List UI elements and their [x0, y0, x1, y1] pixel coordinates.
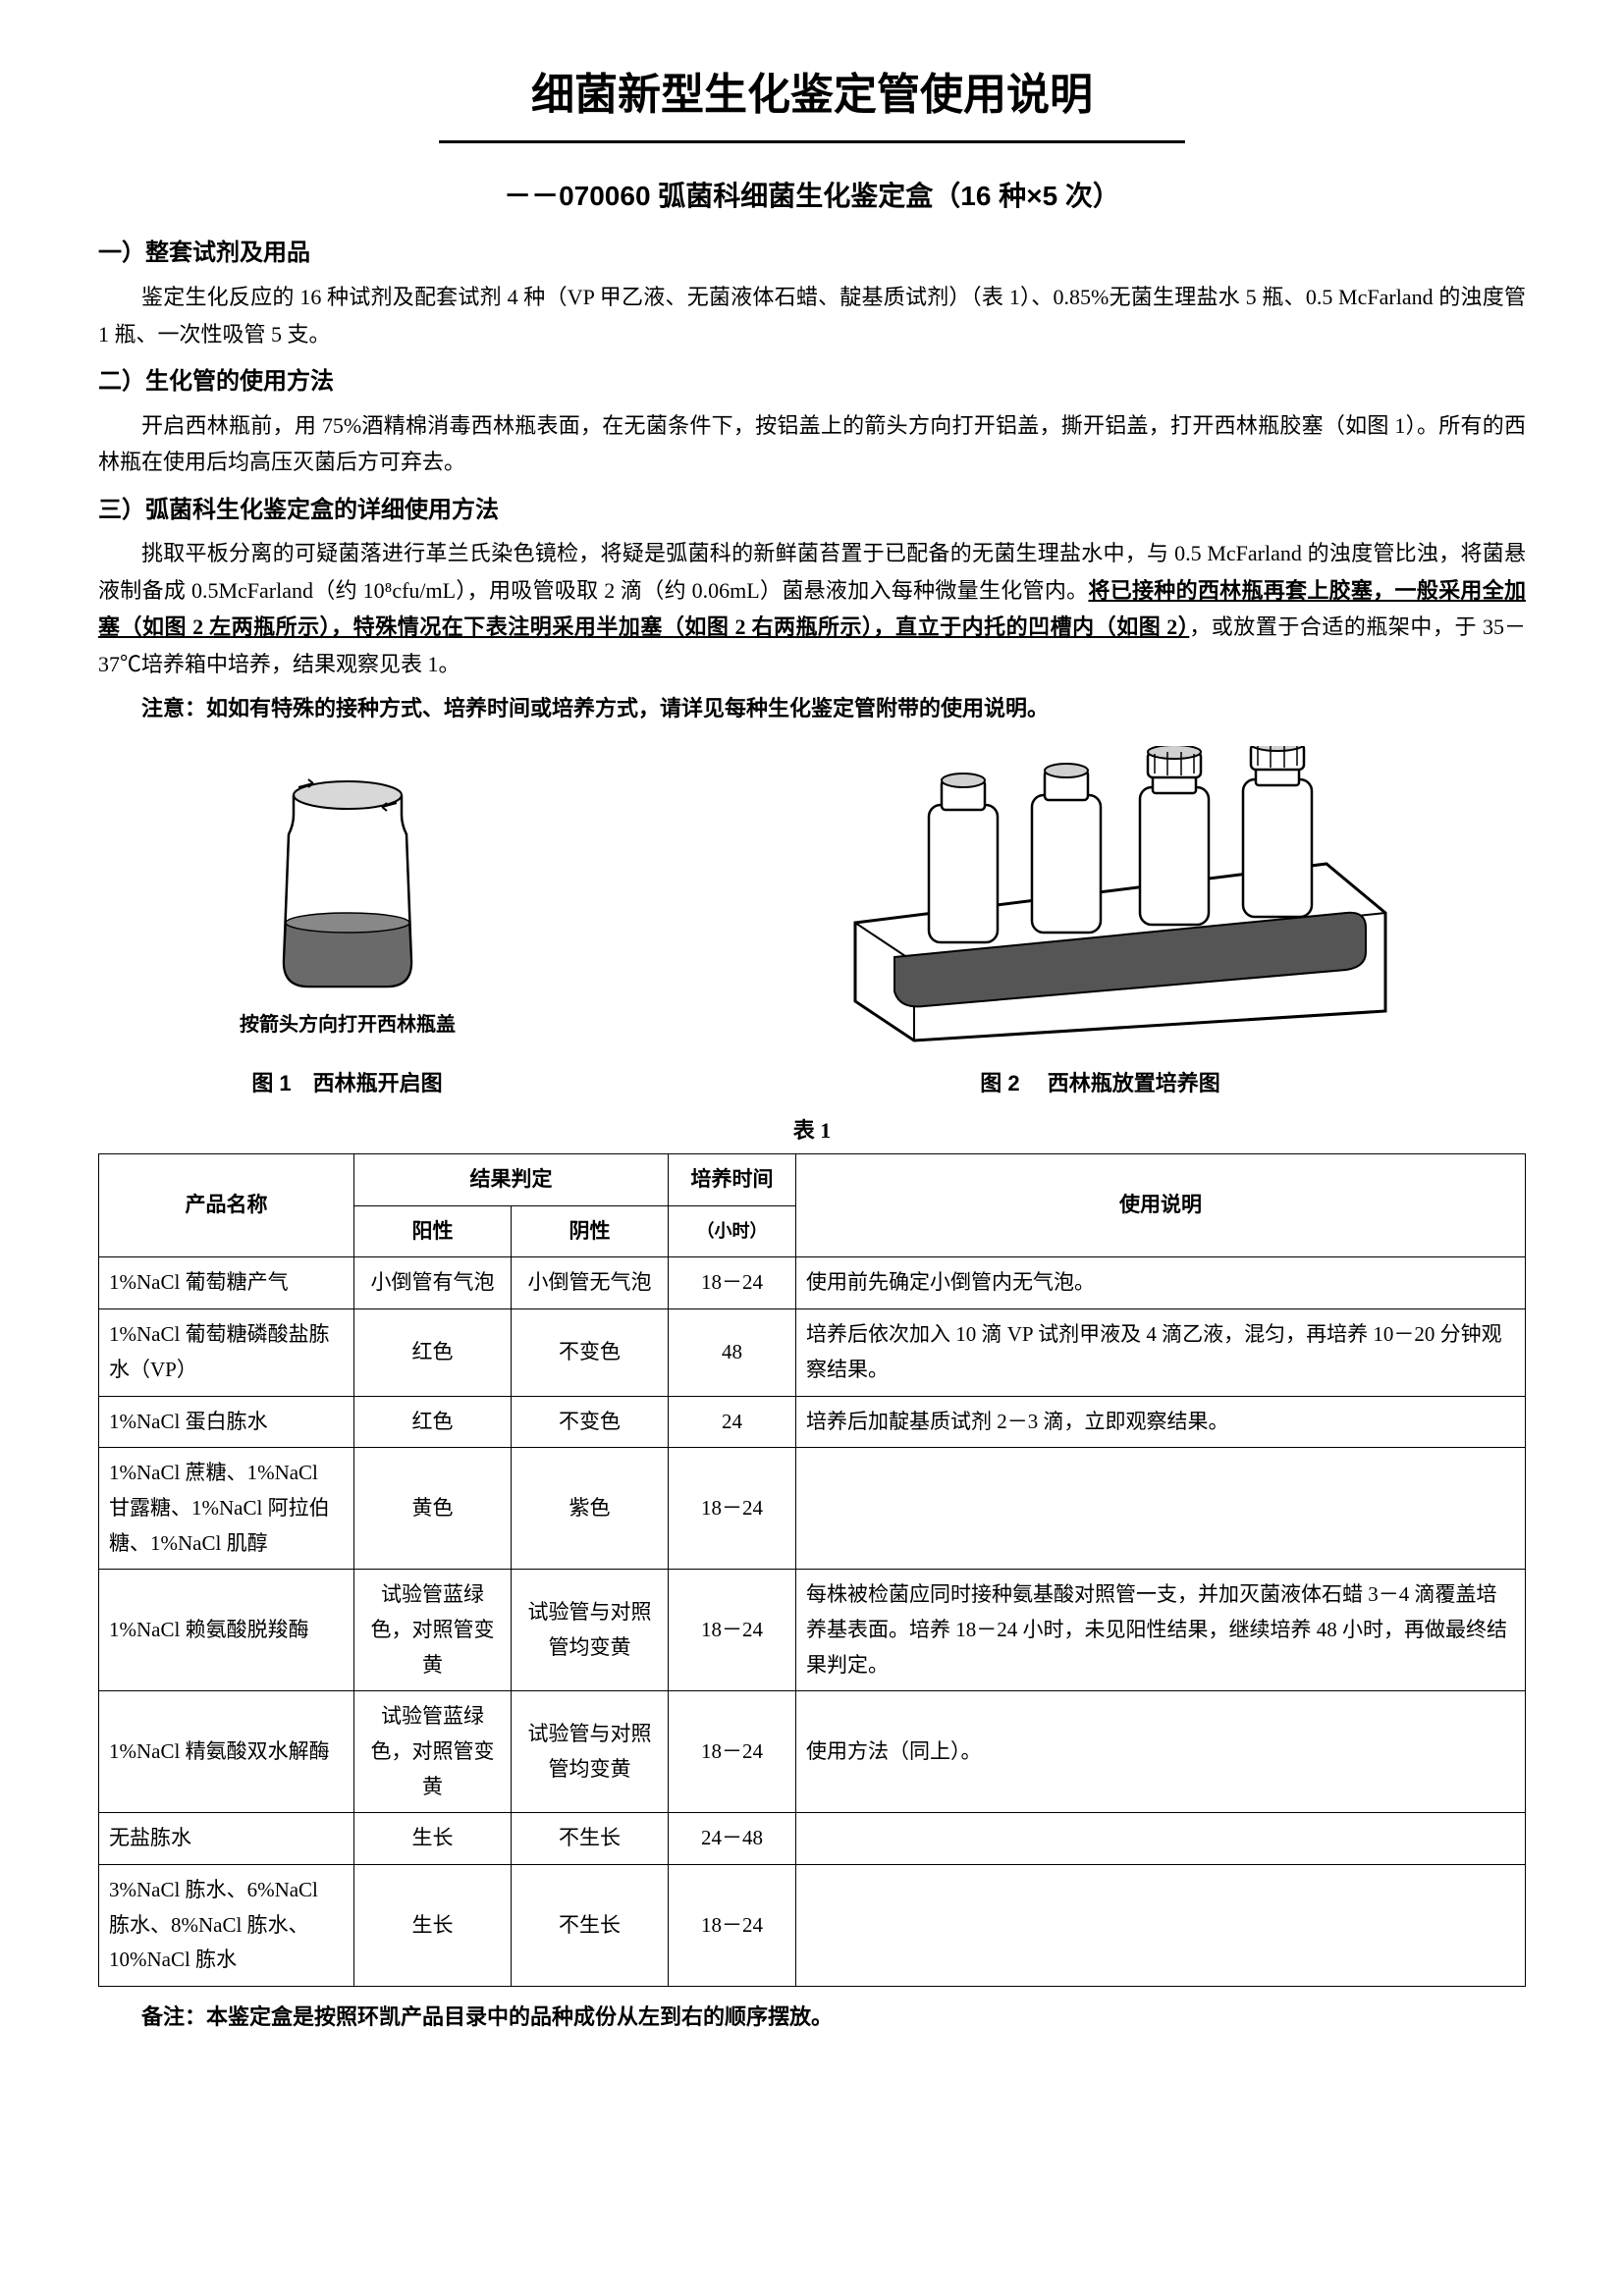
section2-heading: 二）生化管的使用方法 — [98, 362, 1526, 402]
bottle-label: 按箭头方向打开西林瓶盖 — [240, 1012, 456, 1036]
footnote: 备注：本鉴定盒是按照环凯产品目录中的品种成份从左到右的顺序摆放。 — [98, 1999, 1526, 2035]
cell-positive: 试验管蓝绿色，对照管变黄 — [354, 1570, 512, 1691]
table-row: 1%NaCl 葡萄糖磷酸盐胨水（VP）红色不变色48培养后依次加入 10 滴 V… — [99, 1309, 1526, 1396]
cell-time: 24 — [669, 1396, 796, 1448]
cell-time: 18－24 — [669, 1570, 796, 1691]
section2-text: 开启西林瓶前，用 75%酒精棉消毒西林瓶表面，在无菌条件下，按铝盖上的箭头方向打… — [98, 407, 1526, 481]
cell-time: 24－48 — [669, 1813, 796, 1865]
rack-icon — [796, 746, 1405, 1050]
table-row: 3%NaCl 胨水、6%NaCl 胨水、8%NaCl 胨水、10%NaCl 胨水… — [99, 1865, 1526, 1987]
cell-positive: 黄色 — [354, 1448, 512, 1570]
cell-time: 18－24 — [669, 1865, 796, 1987]
table-row: 无盐胨水生长不生长24－48 — [99, 1813, 1526, 1865]
cell-name: 1%NaCl 葡萄糖磷酸盐胨水（VP） — [99, 1309, 354, 1396]
cell-positive: 试验管蓝绿色，对照管变黄 — [354, 1691, 512, 1813]
cell-usage: 使用前先确定小倒管内无气泡。 — [796, 1257, 1526, 1309]
th-name: 产品名称 — [99, 1154, 354, 1257]
cell-negative: 紫色 — [512, 1448, 669, 1570]
cell-usage: 培养后加靛基质试剂 2－3 滴，立即观察结果。 — [796, 1396, 1526, 1448]
fig2-caption: 图 2 西林瓶放置培养图 — [980, 1065, 1219, 1101]
cell-positive: 红色 — [354, 1396, 512, 1448]
bottle-full-2 — [1032, 764, 1101, 933]
cell-positive: 生长 — [354, 1813, 512, 1865]
cell-negative: 不生长 — [512, 1865, 669, 1987]
bottle-half-2 — [1243, 746, 1312, 917]
cell-negative: 小倒管无气泡 — [512, 1257, 669, 1309]
cell-positive: 生长 — [354, 1865, 512, 1987]
title-underline — [439, 140, 1185, 143]
bottle-full-1 — [929, 774, 998, 942]
cell-usage: 培养后依次加入 10 滴 VP 试剂甲液及 4 滴乙液，混匀，再培养 10－20… — [796, 1309, 1526, 1396]
table-row: 1%NaCl 蔗糖、1%NaCl 甘露糖、1%NaCl 阿拉伯糖、1%NaCl … — [99, 1448, 1526, 1570]
cell-name: 1%NaCl 葡萄糖产气 — [99, 1257, 354, 1309]
th-time-unit: （小时） — [669, 1205, 796, 1257]
cell-negative: 不变色 — [512, 1396, 669, 1448]
cell-usage: 使用方法（同上）。 — [796, 1691, 1526, 1813]
cell-usage: 每株被检菌应同时接种氨基酸对照管一支，并加灭菌液体石蜡 3－4 滴覆盖培养基表面… — [796, 1570, 1526, 1691]
cell-time: 48 — [669, 1309, 796, 1396]
subtitle: －－070060 弧菌科细菌生化鉴定盒（16 种×5 次） — [98, 173, 1526, 220]
cell-time: 18－24 — [669, 1257, 796, 1309]
table-row: 1%NaCl 赖氨酸脱羧酶试验管蓝绿色，对照管变黄试验管与对照管均变黄18－24… — [99, 1570, 1526, 1691]
section1-text: 鉴定生化反应的 16 种试剂及配套试剂 4 种（VP 甲乙液、无菌液体石蜡、靛基… — [98, 279, 1526, 352]
cell-name: 1%NaCl 赖氨酸脱羧酶 — [99, 1570, 354, 1691]
bottle-icon: 按箭头方向打开西林瓶盖 — [220, 766, 475, 1050]
table-row: 1%NaCl 蛋白胨水红色不变色24培养后加靛基质试剂 2－3 滴，立即观察结果… — [99, 1396, 1526, 1448]
th-result: 结果判定 — [354, 1154, 669, 1206]
cell-usage — [796, 1448, 1526, 1570]
cell-name: 1%NaCl 精氨酸双水解酶 — [99, 1691, 354, 1813]
fig1-caption: 图 1 西林瓶开启图 — [251, 1065, 442, 1101]
th-usage: 使用说明 — [796, 1154, 1526, 1257]
cell-negative: 不生长 — [512, 1813, 669, 1865]
section3-text: 挑取平板分离的可疑菌落进行革兰氏染色镜检，将疑是弧菌科的新鲜菌苔置于已配备的无菌… — [98, 535, 1526, 682]
th-positive: 阳性 — [354, 1205, 512, 1257]
results-table: 产品名称 结果判定 培养时间 使用说明 阳性 阴性 （小时） 1%NaCl 葡萄… — [98, 1153, 1526, 1987]
figure-2: 图 2 西林瓶放置培养图 — [796, 746, 1405, 1101]
section3-heading: 三）弧菌科生化鉴定盒的详细使用方法 — [98, 491, 1526, 531]
table-row: 1%NaCl 葡萄糖产气小倒管有气泡小倒管无气泡18－24使用前先确定小倒管内无… — [99, 1257, 1526, 1309]
cell-usage — [796, 1813, 1526, 1865]
section3-note: 注意：如如有特殊的接种方式、培养时间或培养方式，请详见每种生化鉴定管附带的使用说… — [98, 690, 1526, 726]
cell-negative: 不变色 — [512, 1309, 669, 1396]
figures-row: 按箭头方向打开西林瓶盖 图 1 西林瓶开启图 — [98, 746, 1526, 1101]
cell-name: 1%NaCl 蔗糖、1%NaCl 甘露糖、1%NaCl 阿拉伯糖、1%NaCl … — [99, 1448, 354, 1570]
cell-name: 3%NaCl 胨水、6%NaCl 胨水、8%NaCl 胨水、10%NaCl 胨水 — [99, 1865, 354, 1987]
bottle-half-1 — [1140, 746, 1209, 925]
section1-heading: 一）整套试剂及用品 — [98, 234, 1526, 274]
cell-positive: 小倒管有气泡 — [354, 1257, 512, 1309]
cell-time: 18－24 — [669, 1691, 796, 1813]
th-negative: 阴性 — [512, 1205, 669, 1257]
th-time: 培养时间 — [669, 1154, 796, 1206]
page-title: 细菌新型生化鉴定管使用说明 — [98, 59, 1526, 133]
table-label: 表 1 — [98, 1112, 1526, 1148]
cell-usage — [796, 1865, 1526, 1987]
table-row: 1%NaCl 精氨酸双水解酶试验管蓝绿色，对照管变黄试验管与对照管均变黄18－2… — [99, 1691, 1526, 1813]
cell-name: 1%NaCl 蛋白胨水 — [99, 1396, 354, 1448]
cell-negative: 试验管与对照管均变黄 — [512, 1691, 669, 1813]
cell-time: 18－24 — [669, 1448, 796, 1570]
figure-1: 按箭头方向打开西林瓶盖 图 1 西林瓶开启图 — [220, 766, 475, 1101]
cell-positive: 红色 — [354, 1309, 512, 1396]
cell-negative: 试验管与对照管均变黄 — [512, 1570, 669, 1691]
cell-name: 无盐胨水 — [99, 1813, 354, 1865]
